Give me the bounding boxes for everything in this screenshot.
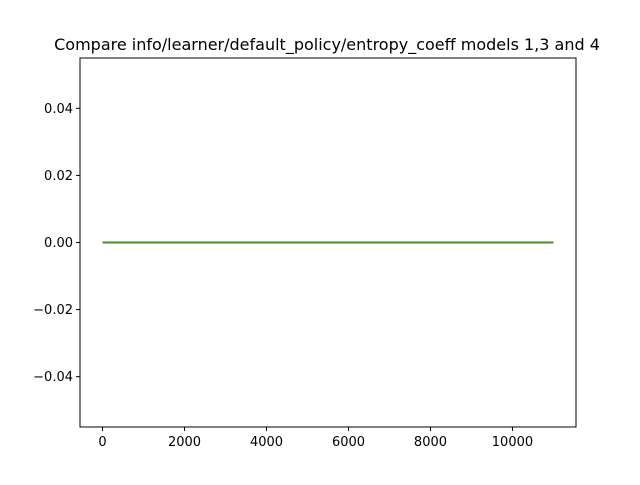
y-tick-label: −0.04 [33,370,73,385]
y-tick-label: 0.04 [44,102,73,117]
chart-title: Compare info/learner/default_policy/entr… [54,35,600,55]
y-tick-label: 0.02 [44,169,73,184]
x-tick-label: 2000 [168,435,201,450]
x-tick-label: 4000 [250,435,283,450]
x-tick-label: 0 [98,435,106,450]
y-tick-label: 0.00 [44,236,73,251]
x-tick-label: 8000 [414,435,447,450]
x-tick-label: 6000 [332,435,365,450]
x-tick-label: 10000 [492,435,533,450]
axes-layer: 0 2000 4000 6000 8000 10000 −0.04 −0.02 0.00 0.02… [33,57,577,450]
y-tick-label: −0.02 [33,303,73,318]
